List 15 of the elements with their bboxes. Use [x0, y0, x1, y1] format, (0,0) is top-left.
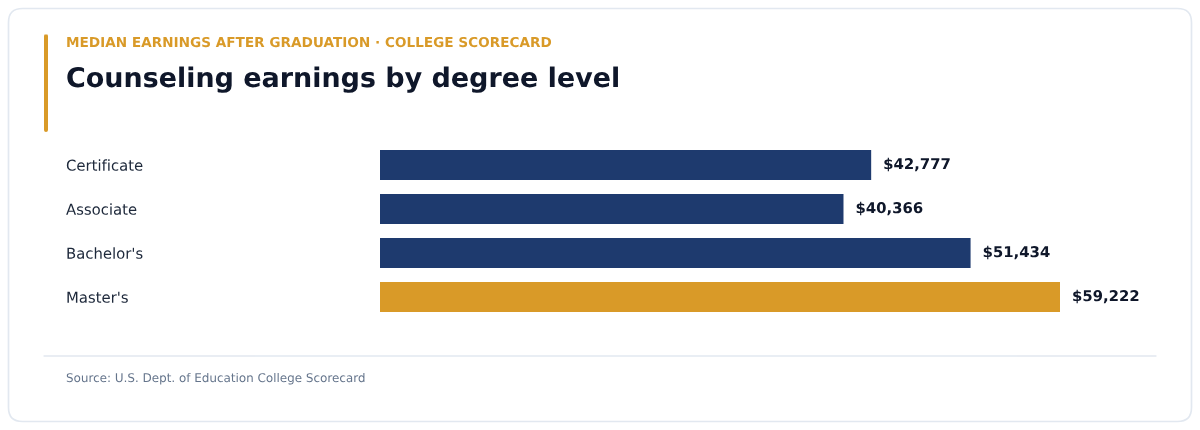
y-tick-label: Certificate [66, 159, 143, 171]
bar [380, 238, 971, 268]
y-tick-label: Associate [66, 203, 137, 215]
bar [380, 194, 844, 224]
chart-subtitle: MEDIAN EARNINGS AFTER GRADUATION · COLLEGE SCORECARD [67, 36, 552, 48]
data-label: $59,222 [1073, 289, 1139, 304]
bar [380, 150, 872, 180]
data-label: $40,366 [856, 201, 923, 216]
bar [380, 282, 1060, 312]
data-label: $51,434 [983, 245, 1050, 260]
y-tick-label: Master's [67, 291, 128, 303]
y-tick-label: Bachelor's [67, 247, 143, 259]
data-label: $42,777 [884, 157, 950, 172]
chart-title: Counseling earnings by degree level [67, 66, 618, 93]
source-note: Source: U.S. Dept. of Education College Scorecard [66, 372, 365, 385]
